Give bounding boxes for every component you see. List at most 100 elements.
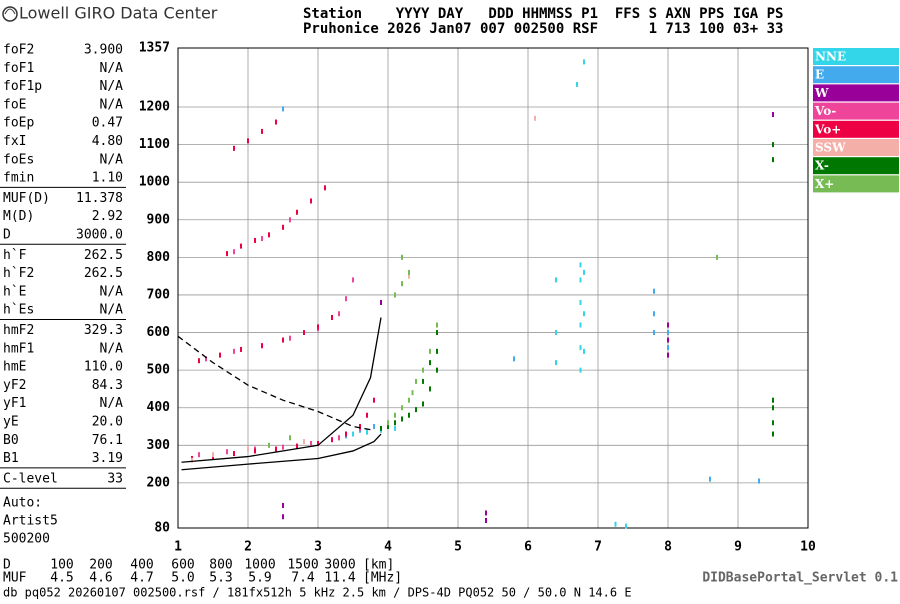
echo-point <box>401 254 403 260</box>
echo-point <box>366 412 368 418</box>
y-tick-label: 500 <box>147 363 171 378</box>
echo-point <box>331 437 333 443</box>
legend-label: NNE <box>815 50 846 64</box>
legend-label: Vo- <box>814 104 836 118</box>
echo-point <box>513 356 515 362</box>
param-name: fxI <box>3 134 26 149</box>
echo-point <box>310 440 312 446</box>
echo-point <box>233 145 235 151</box>
d-value: 800 <box>209 558 232 573</box>
x-tick-label: 7 <box>594 540 602 555</box>
echo-point <box>579 262 582 268</box>
param-value: N/A <box>100 303 124 318</box>
param-name: foEs <box>3 152 34 167</box>
y-tick-label: 1200 <box>139 100 170 115</box>
echo-point <box>667 337 669 343</box>
param-name: yE <box>3 415 19 430</box>
echo-point <box>282 106 284 112</box>
muf-value: 4.7 <box>130 571 153 586</box>
legend-label: Vo+ <box>814 122 841 136</box>
echo-point <box>436 367 438 373</box>
echo-point <box>303 439 305 445</box>
legend-label: X- <box>815 159 829 173</box>
echo-point <box>709 476 711 482</box>
echo-point <box>408 397 410 403</box>
header-line: Pruhonice 2026 Jan07 007 002500 RSF 1 71… <box>303 21 783 37</box>
d-value: 600 <box>171 558 194 573</box>
echo-point <box>289 335 291 341</box>
param-value: 4.80 <box>92 134 123 149</box>
muf-value: 7.4 <box>291 571 315 586</box>
d-value: 200 <box>89 558 112 573</box>
echo-point <box>429 386 431 392</box>
legend-swatch <box>813 157 899 175</box>
echo-point <box>352 277 354 283</box>
param-value: N/A <box>100 341 124 356</box>
echo-point <box>485 517 487 523</box>
legend-swatch <box>813 84 899 102</box>
auto-text: Artist5 <box>3 514 58 529</box>
echo-point <box>261 236 263 242</box>
legend-label: X+ <box>815 177 834 191</box>
echo-point <box>436 348 438 354</box>
legend-swatch <box>813 66 899 84</box>
param-value: N/A <box>100 79 124 94</box>
echo-point <box>583 311 585 317</box>
plot-frame <box>177 47 809 529</box>
y-tick-label: 1100 <box>139 137 170 152</box>
echo-point <box>233 249 235 255</box>
param-value: 1.10 <box>92 171 123 186</box>
echo-point <box>579 277 582 283</box>
muf-value: 4.6 <box>89 571 112 586</box>
x-tick-label: 1 <box>174 540 182 555</box>
logo <box>2 6 18 22</box>
echo-point <box>261 128 263 134</box>
echo-point <box>394 425 396 431</box>
muf-label: MUF <box>3 571 27 586</box>
echo-point <box>758 478 760 484</box>
echo-point <box>422 378 424 384</box>
param-value: 11.378 <box>76 191 123 206</box>
d-value: 1000 <box>244 558 275 573</box>
echo-point <box>317 440 319 446</box>
echo-point <box>401 405 403 411</box>
param-name: h`F2 <box>3 266 34 281</box>
echo-point <box>772 397 774 403</box>
param-value: N/A <box>100 396 124 411</box>
echo-point <box>387 420 389 426</box>
param-value: N/A <box>100 284 124 299</box>
param-name: MUF(D) <box>3 191 50 206</box>
echo-point <box>359 424 361 430</box>
brand: Lowell GIRO Data Center <box>19 4 218 23</box>
muf-value: 5.3 <box>209 571 232 586</box>
echo-point <box>667 330 669 336</box>
echo-point <box>415 407 417 413</box>
echo-point <box>268 442 270 448</box>
echo-point <box>317 324 319 330</box>
echo-point <box>625 523 627 529</box>
echo-point <box>380 299 382 305</box>
echo-point <box>226 251 228 257</box>
param-value: 3000.0 <box>76 228 123 243</box>
param-name: foEp <box>3 116 34 131</box>
echo-point <box>282 444 284 450</box>
param-name: yF1 <box>3 396 26 411</box>
echo-point <box>254 448 256 454</box>
legend-swatch <box>813 175 899 193</box>
echo-point <box>772 405 774 411</box>
x-tick-label: 5 <box>454 540 462 555</box>
param-name: hmF1 <box>3 341 34 356</box>
echo-point <box>411 390 414 396</box>
echo-point <box>716 254 718 260</box>
echo-point <box>667 352 669 358</box>
echo-point <box>401 416 403 422</box>
echo-point <box>345 431 347 437</box>
x-tick-label: 9 <box>734 540 742 555</box>
param-value: 33 <box>107 471 123 486</box>
legend-label: E <box>815 68 824 82</box>
echo-point <box>282 514 284 520</box>
param-name: foE <box>3 97 26 112</box>
param-value: 2.92 <box>92 209 123 224</box>
